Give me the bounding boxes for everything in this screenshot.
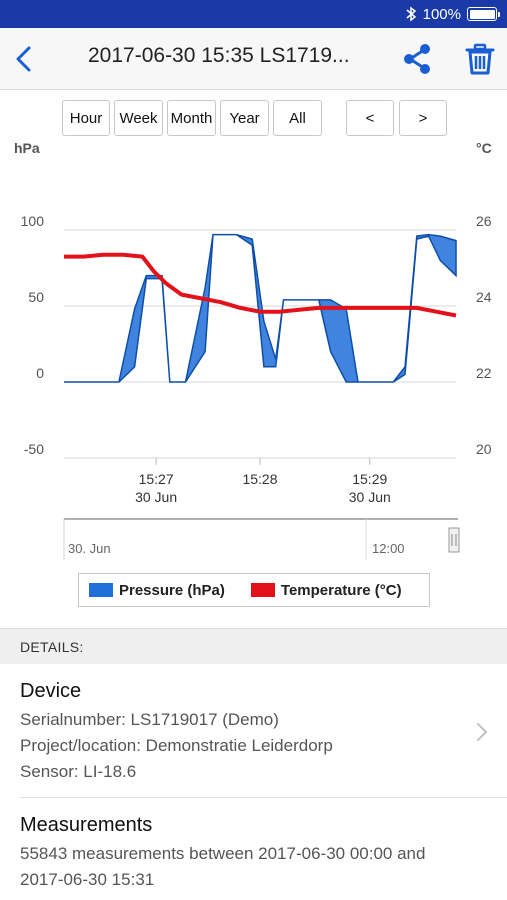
battery-percent: 100% — [422, 5, 461, 23]
range-year-button[interactable]: Year — [220, 100, 269, 136]
page-title: 2017-06-30 15:35 LS1719... — [88, 44, 350, 67]
range-all-button[interactable]: All — [273, 100, 322, 136]
right-axis-unit: °C — [476, 140, 492, 156]
measurements-line-1: 55843 measurements between 2017-06-30 00… — [20, 844, 426, 863]
left-axis-unit: hPa — [14, 140, 40, 156]
legend-swatch-pressure — [89, 583, 113, 597]
x-axis-tick-label: 15:29 — [352, 471, 387, 487]
device-section[interactable]: Device Serialnumber: LS1719017 (Demo) Pr… — [20, 680, 500, 785]
left-axis-tick-label: 50 — [28, 289, 44, 305]
range-hour-button[interactable]: Hour — [62, 100, 110, 136]
navigator-label-noon: 12:00 — [372, 541, 405, 556]
battery-icon — [467, 7, 500, 21]
x-axis-date-label: 30 Jun — [135, 489, 177, 505]
navigator-handle[interactable] — [448, 527, 460, 553]
share-button[interactable] — [400, 42, 434, 76]
bluetooth-icon — [406, 6, 416, 22]
measurements-title: Measurements — [20, 814, 153, 836]
next-period-button[interactable]: > — [399, 100, 447, 136]
temperature-series-line — [64, 252, 457, 318]
x-axis-tick-label: 15:28 — [242, 471, 277, 487]
left-axis-tick-label: 100 — [21, 213, 45, 229]
navigator-label-start: 30. Jun — [68, 541, 111, 556]
range-week-button[interactable]: Week — [114, 100, 163, 136]
navigation-bar: 2017-06-30 15:35 LS1719... — [0, 28, 507, 90]
right-axis-tick-label: 20 — [476, 441, 492, 457]
back-button[interactable] — [8, 42, 38, 76]
legend-item-pressure[interactable]: Pressure (hPa) — [89, 582, 225, 599]
device-title: Device — [20, 680, 82, 702]
pressure-series-area — [64, 233, 457, 383]
measurements-section: Measurements 55843 measurements between … — [20, 814, 500, 893]
legend-item-temperature[interactable]: Temperature (°C) — [250, 581, 402, 599]
previous-period-button[interactable]: < — [346, 100, 394, 136]
delete-button[interactable] — [463, 42, 497, 76]
x-axis-date-label: 30 Jun — [349, 489, 391, 505]
right-axis-tick-label: 22 — [476, 365, 492, 381]
details-section-header: DETAILS: — [0, 628, 507, 664]
back-chevron-icon — [16, 46, 31, 72]
device-sensor: Sensor: LI-18.6 — [20, 762, 137, 781]
device-project: Project/location: Demonstratie Leiderdor… — [20, 736, 333, 755]
device-serial: Serialnumber: LS1719017 (Demo) — [20, 710, 279, 729]
right-axis-tick-label: 24 — [476, 289, 492, 305]
chevron-right-icon[interactable] — [474, 720, 490, 744]
range-month-button[interactable]: Month — [167, 100, 216, 136]
legend-swatch-temperature — [250, 583, 275, 597]
status-bar: 100% — [0, 0, 507, 28]
x-axis-tick-label: 15:27 — [139, 471, 174, 487]
trash-icon — [465, 43, 495, 75]
section-divider — [20, 797, 507, 798]
right-axis-tick-label: 26 — [476, 213, 492, 229]
left-axis-tick-label: 0 — [36, 365, 44, 381]
pressure-temperature-chart[interactable]: hPa °C 100 50 0 -50 26 24 22 20 15:27 30 Jun 15:28… — [0, 135, 507, 565]
legend-label-pressure: Pressure (hPa) — [119, 581, 225, 599]
measurements-line-2: 2017-06-30 15:31 — [20, 870, 155, 889]
legend-label-temperature: Temperature (°C) — [280, 581, 402, 599]
chart-legend: Pressure (hPa) Temperature (°C) — [78, 573, 430, 607]
left-axis-tick-label: -50 — [24, 441, 44, 457]
share-icon — [404, 44, 430, 74]
